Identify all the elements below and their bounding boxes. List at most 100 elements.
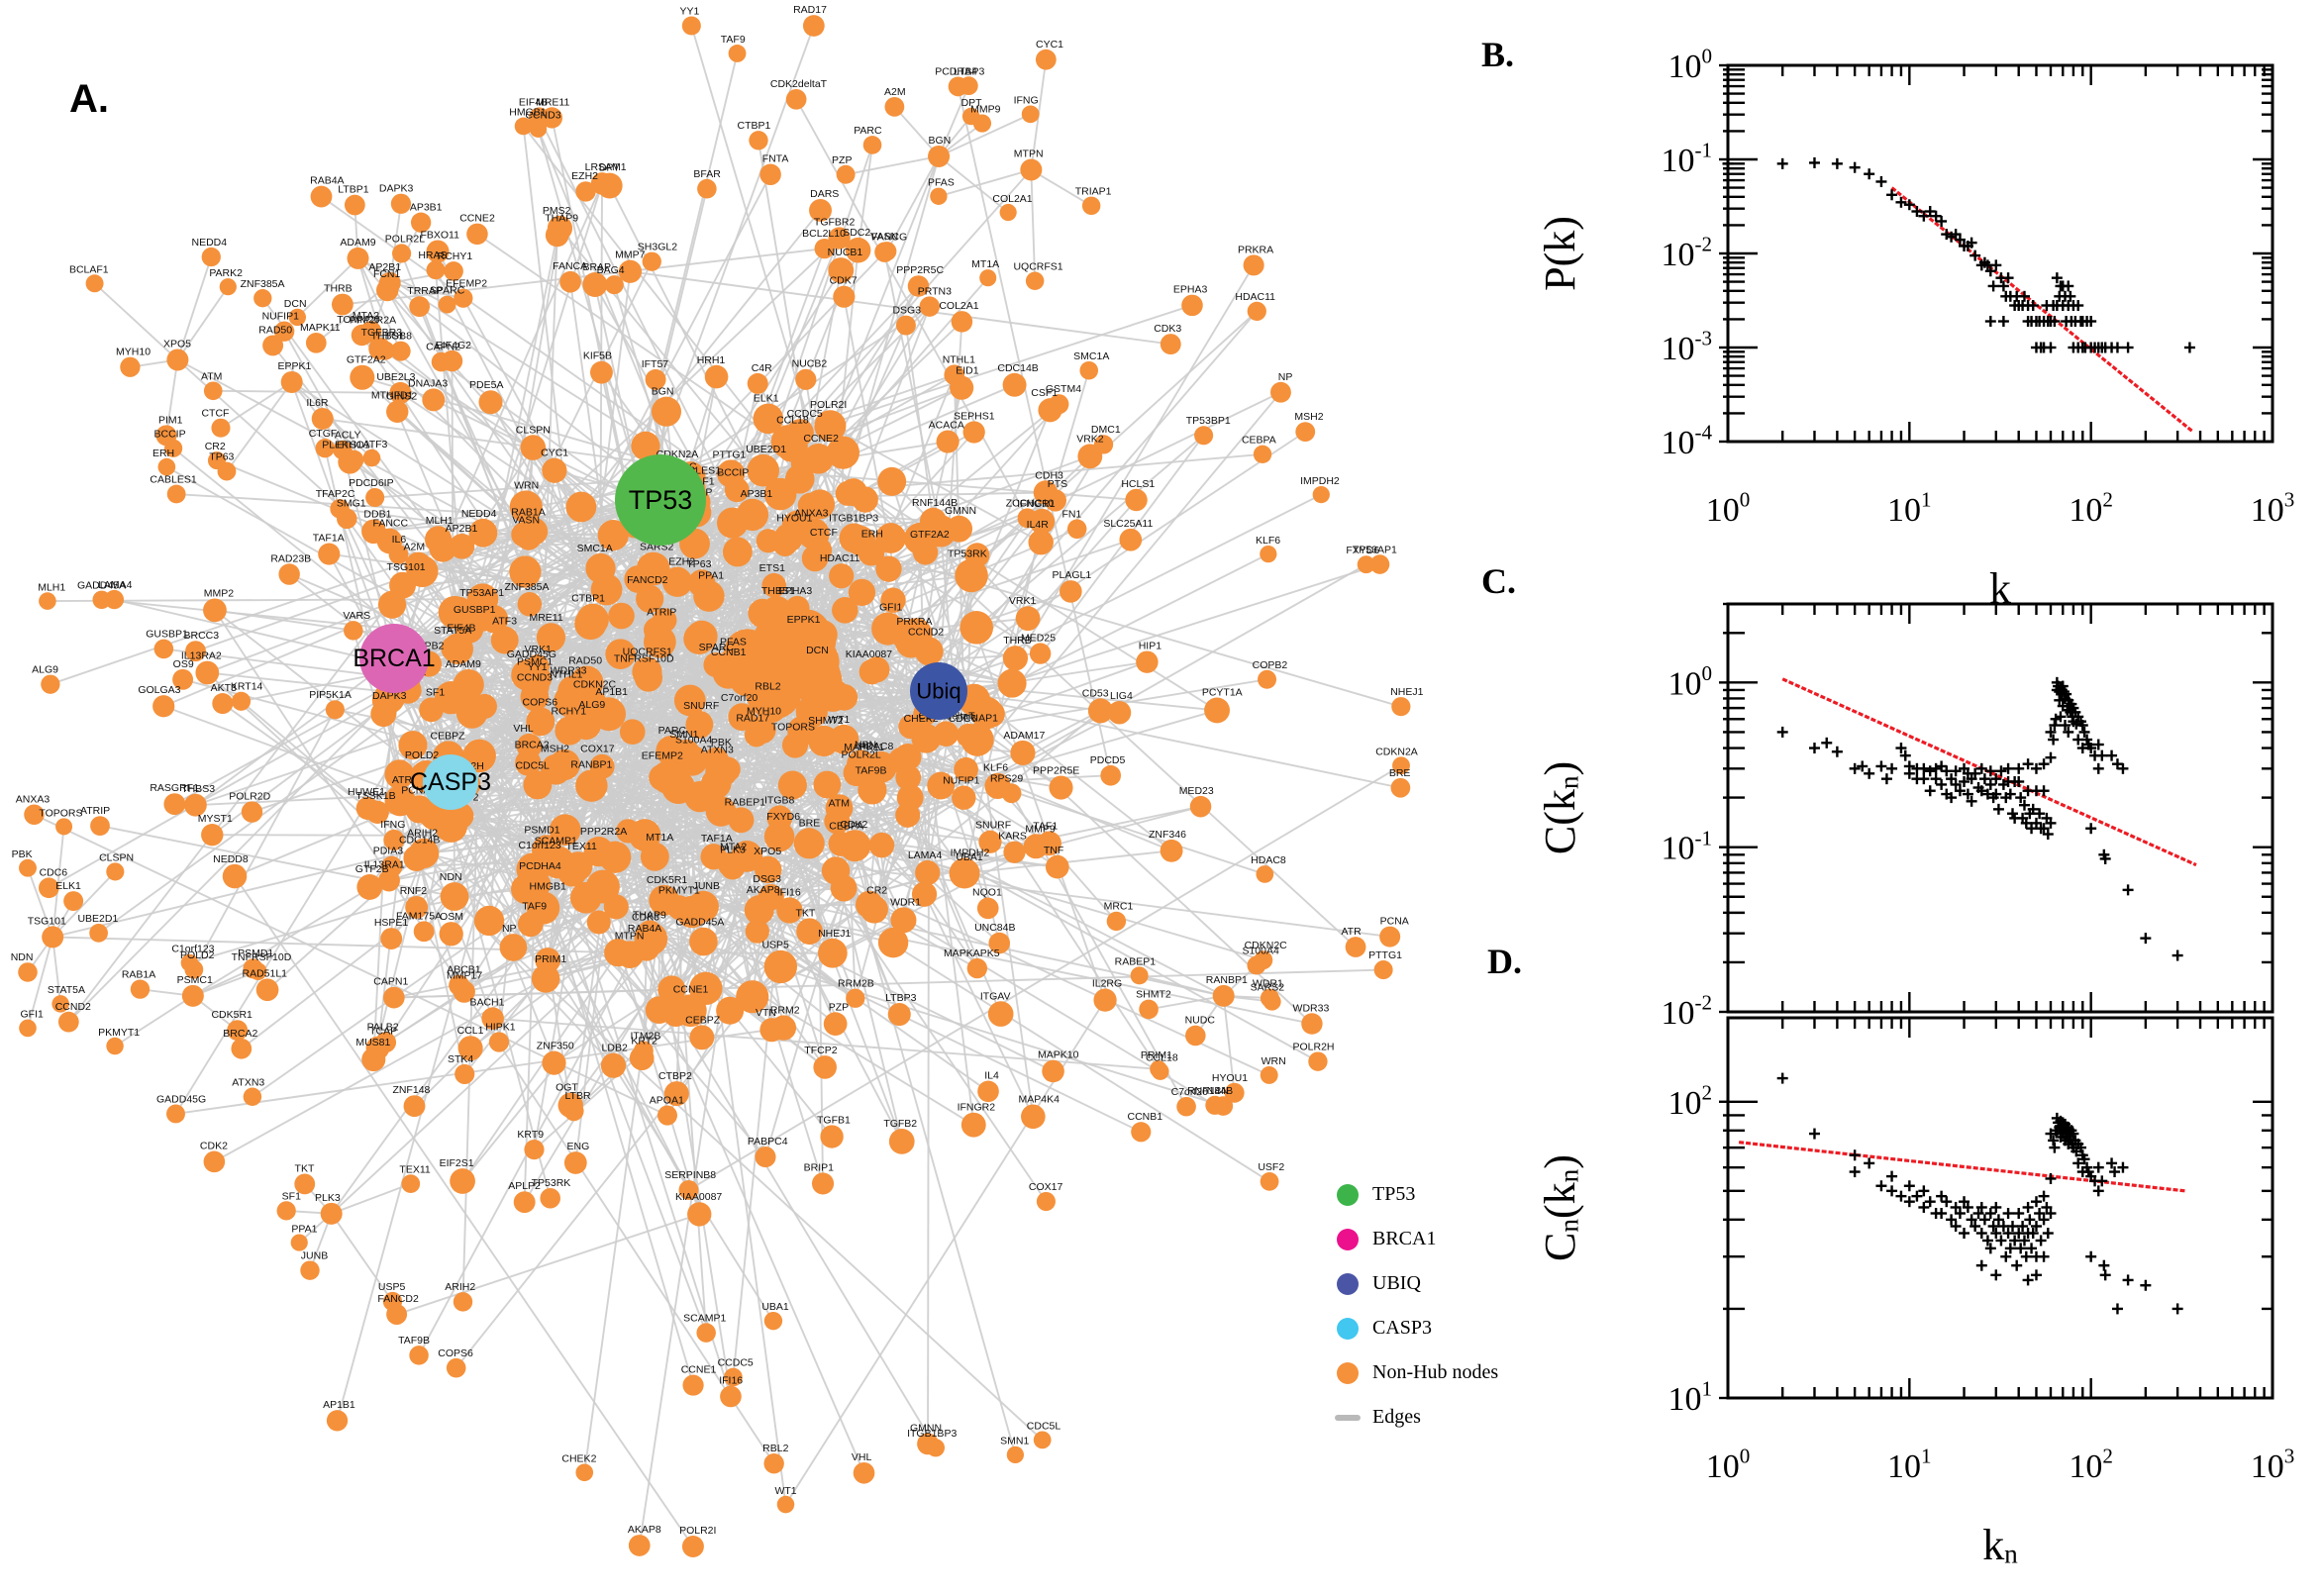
network-node (1379, 926, 1401, 948)
network-node (745, 919, 769, 944)
gene-label: BCCIP (717, 466, 749, 478)
gene-label: CTBP1 (571, 593, 605, 605)
gene-label: COPS6 (438, 1347, 473, 1359)
gene-label: THAP9 (633, 909, 666, 921)
gene-label: ZNF148 (392, 1084, 430, 1096)
legend-label-tp53: TP53 (1372, 1183, 1416, 1205)
network-node (1295, 422, 1316, 443)
network-node (811, 1172, 835, 1195)
network-node (761, 572, 786, 598)
gene-label: HYOU1 (1212, 1072, 1248, 1084)
network-node (438, 595, 472, 630)
panel-label-d: D. (1487, 942, 1522, 981)
gene-label: PFAS (720, 637, 747, 648)
gene-label: UQCRFS1 (623, 647, 672, 658)
gene-label: NDN (440, 871, 462, 883)
gene-label: TOPORS (771, 722, 815, 734)
gene-label: PCDHA4 (519, 860, 561, 872)
gene-label: CTBP1 (738, 120, 771, 132)
network-node (1021, 1104, 1046, 1130)
gene-label: ITGAV (980, 990, 1011, 1002)
network-node (1081, 196, 1101, 216)
gene-label: RRM2B (838, 978, 874, 990)
ubiq-swatch-icon (1337, 1272, 1359, 1295)
network-node (772, 532, 798, 556)
gene-label: MYST1 (198, 813, 233, 825)
network-node (657, 975, 686, 1004)
gene-label: BCL2L10 (802, 228, 846, 240)
tick-label: 10-4 (1661, 421, 1712, 461)
network-node (331, 293, 354, 316)
gene-label: WT1 (774, 1485, 796, 1497)
network-node (1130, 966, 1149, 985)
gene-label: PTS (1048, 478, 1067, 490)
gene-label: STK4 (448, 1053, 473, 1065)
tick-label: 101 (1887, 488, 1932, 529)
network-node (1194, 426, 1214, 446)
gene-label: AKAP8 (628, 1524, 661, 1536)
tick-label: 102 (2069, 488, 2113, 529)
gene-label: MYH10 (116, 347, 151, 358)
network-node (875, 555, 902, 582)
gene-label: NHEJ1 (818, 928, 851, 940)
gene-label: CDC6 (40, 866, 68, 878)
network-node (687, 890, 719, 923)
network-node (930, 187, 948, 205)
network-node (582, 271, 608, 297)
gene-label: DDB1 (363, 508, 391, 520)
gene-label: UBA1 (956, 851, 983, 863)
network-node (262, 335, 284, 356)
gene-label: TAF9B (398, 1335, 430, 1347)
network-node (1049, 775, 1073, 800)
gene-label: PIM1 (158, 414, 183, 426)
network-node (645, 368, 666, 390)
gene-label: YY1 (528, 661, 548, 673)
network-node (966, 957, 988, 979)
gene-label: ADAM9 (446, 658, 481, 670)
network-node (603, 894, 629, 920)
network-node (608, 602, 635, 630)
network-node (651, 396, 682, 427)
network-node (848, 578, 876, 607)
network-node (977, 1080, 999, 1103)
network-node (964, 543, 990, 568)
network-node (911, 881, 938, 907)
gene-label: NDN (11, 951, 34, 963)
gene-label: MSH2 (1294, 411, 1323, 423)
network-node (877, 927, 909, 958)
gene-label: MMP17 (447, 969, 482, 981)
network-node (805, 489, 836, 520)
network-node (1373, 960, 1393, 980)
network-node (1001, 783, 1022, 804)
network-node (1077, 444, 1103, 469)
network-node (755, 1146, 776, 1168)
gene-label: ETS1 (337, 440, 362, 451)
network-node (446, 1357, 466, 1378)
gene-label: DCN (806, 645, 829, 656)
network-node (365, 487, 385, 508)
network-node (763, 949, 798, 984)
gene-label: PSMC1 (177, 974, 213, 986)
network-node (604, 275, 624, 295)
network-node (702, 747, 730, 774)
network-node (419, 697, 444, 723)
network-node (347, 247, 369, 269)
gene-label: IL2RG (1092, 977, 1122, 989)
gene-label: DMC1 (1091, 424, 1121, 436)
gene-label: SNURF (683, 700, 719, 712)
network-node (736, 498, 769, 532)
gene-label: TKT (295, 1162, 315, 1174)
gene-label: TP63 (686, 558, 711, 570)
network-node (574, 607, 607, 641)
gene-label: TAF9B (856, 764, 887, 776)
gene-label: CABLES1 (150, 474, 196, 486)
plot-box (1726, 1016, 2274, 1400)
gene-label: VARS (343, 610, 370, 622)
network-node (549, 814, 581, 846)
network-node (405, 895, 429, 919)
gene-label: CDK5R1 (647, 874, 688, 886)
gene-label: MAPK10 (1038, 1049, 1079, 1061)
gene-label: PPA1 (698, 569, 724, 581)
gene-label: PDIA3 (373, 846, 404, 857)
gene-label: S100A4 (1242, 946, 1279, 957)
